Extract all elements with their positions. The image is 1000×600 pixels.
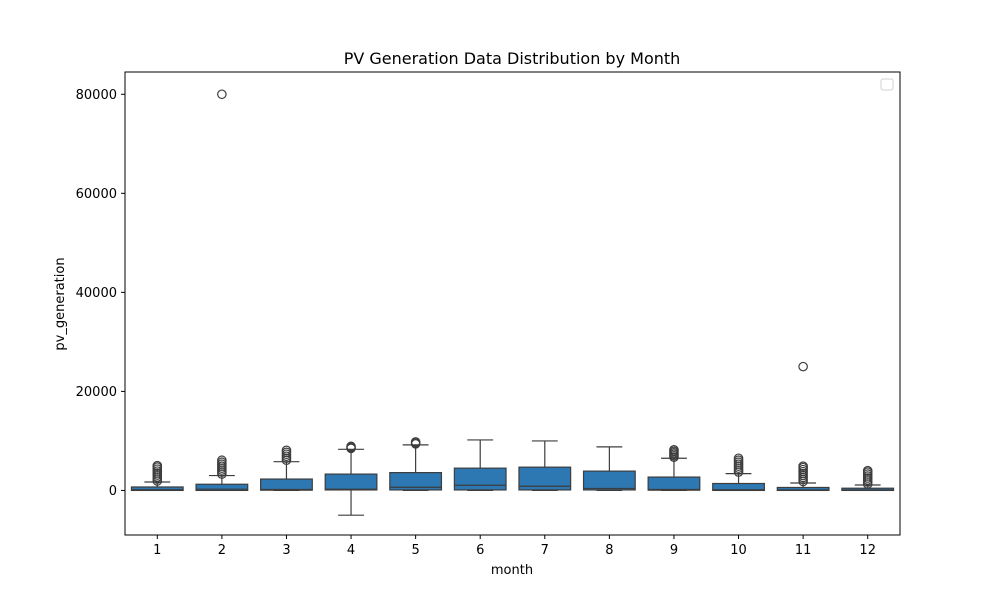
- box-iqr: [130, 486, 184, 492]
- box-iqr: [389, 472, 443, 491]
- outlier-point: [217, 89, 227, 100]
- box-iqr: [195, 483, 249, 492]
- y-tick-label: 80000: [76, 88, 117, 103]
- x-tick-label: 9: [670, 543, 678, 558]
- box-month-7: [518, 440, 572, 492]
- x-tick-label: 6: [476, 543, 484, 558]
- x-tick-label: 5: [411, 543, 419, 558]
- box-iqr: [647, 476, 701, 491]
- box-iqr: [324, 473, 378, 491]
- outlier-point: [217, 455, 227, 466]
- x-tick-label: 7: [541, 543, 549, 558]
- box-iqr: [453, 467, 507, 491]
- x-axis-label: month: [491, 563, 533, 578]
- box-month-11: [776, 361, 830, 492]
- y-tick-label: 20000: [76, 385, 117, 400]
- outlier-point: [798, 361, 808, 372]
- x-tick-label: 1: [153, 543, 161, 558]
- x-axis: 1 2 3 4 5 6 7 8 9 10 11 12: [153, 535, 876, 558]
- box-month-12: [841, 465, 895, 492]
- box-month-4: [324, 441, 378, 516]
- x-tick-label: 12: [859, 543, 876, 558]
- outlier-point: [152, 460, 163, 471]
- box-month-3: [260, 445, 313, 492]
- box-month-10: [712, 453, 765, 492]
- box-iqr: [260, 478, 313, 491]
- box-iqr: [518, 466, 572, 491]
- plot-frame: [124, 71, 901, 536]
- x-tick-label: 4: [347, 543, 355, 558]
- y-axis: 0 20000 40000 60000 80000: [76, 88, 125, 499]
- outlier-point: [410, 437, 421, 447]
- box-month-6: [453, 439, 507, 492]
- box-series: [130, 89, 895, 516]
- box-iqr: [712, 482, 765, 492]
- chart-title: PV Generation Data Distribution by Month: [344, 49, 681, 68]
- box-month-9: [647, 445, 701, 492]
- x-tick-label: 10: [730, 543, 747, 558]
- outlier-point: [798, 461, 808, 471]
- legend-box: [880, 78, 894, 91]
- y-axis-label: pv_generation: [53, 257, 68, 350]
- outlier-point: [346, 441, 356, 452]
- box-month-2: [195, 89, 249, 492]
- x-tick-label: 3: [282, 543, 290, 558]
- box-iqr: [582, 470, 636, 491]
- x-tick-label: 8: [605, 543, 613, 558]
- outlier-point: [862, 465, 873, 476]
- box-month-1: [130, 460, 184, 492]
- outlier-point: [281, 445, 292, 456]
- outlier-point: [733, 453, 744, 464]
- box-month-8: [582, 446, 636, 492]
- y-tick-label: 0: [109, 484, 117, 499]
- outlier-point: [669, 445, 679, 455]
- box-month-5: [389, 437, 443, 492]
- y-tick-label: 60000: [76, 187, 117, 202]
- x-tick-label: 11: [795, 543, 812, 558]
- x-tick-label: 2: [218, 543, 226, 558]
- y-tick-label: 40000: [76, 286, 117, 301]
